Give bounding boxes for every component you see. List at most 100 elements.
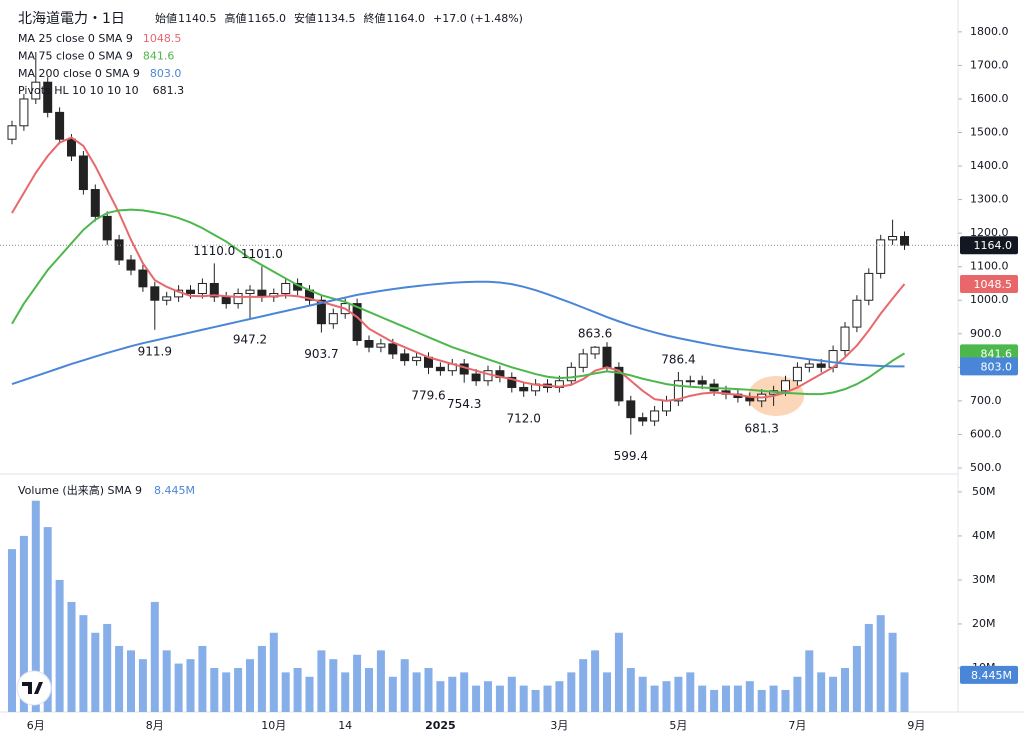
volume-bar	[531, 689, 540, 712]
candle-body	[602, 346, 612, 368]
volume-bar	[484, 681, 492, 712]
y-tick-label: 1100.0	[970, 260, 1009, 273]
volume-bar	[757, 689, 766, 712]
legend-name: MA 25 close 0 SMA 9	[18, 32, 133, 45]
candle-body	[78, 155, 88, 191]
ohlc-value: 1165.0	[248, 12, 287, 25]
candle-body	[792, 366, 802, 382]
x-tick-label: 8月	[146, 719, 164, 732]
y-tick-label: 600.0	[970, 427, 1002, 440]
volume-bar	[567, 672, 576, 712]
volume-bar	[829, 676, 838, 712]
x-tick-label: 3月	[550, 719, 568, 732]
y-tick-label: 20M	[972, 617, 996, 630]
volume-bar	[365, 667, 373, 712]
ohlc-label: 終値	[364, 11, 386, 25]
chart-title: 北海道電力・1日	[18, 11, 125, 27]
volume-bar	[43, 527, 52, 712]
volume-bar	[448, 676, 457, 712]
legend-value: 1048.5	[143, 32, 182, 45]
volume-bar	[793, 676, 802, 712]
volume-bar	[186, 659, 195, 712]
candle-body	[281, 282, 291, 295]
volume-bar	[805, 650, 814, 712]
volume-bar	[222, 672, 231, 712]
volume-bar	[55, 579, 64, 712]
candle-body	[150, 286, 160, 301]
candle-body	[31, 81, 41, 100]
logo	[16, 670, 52, 706]
y-tick-label: 30M	[972, 573, 996, 586]
candle-body	[816, 363, 826, 368]
legend-value: 803.0	[150, 67, 182, 80]
pivot-label: 863.6	[578, 326, 612, 340]
candle-body	[578, 353, 588, 368]
volume-bar	[138, 659, 147, 712]
candle-body	[102, 215, 112, 241]
volume-bar	[127, 650, 135, 712]
candle-body	[876, 239, 886, 274]
candle-body	[400, 353, 410, 362]
pivot-label: 1101.0	[241, 247, 283, 261]
volume-bar	[400, 659, 409, 712]
volume-bar	[781, 689, 790, 712]
volume-bar	[305, 676, 314, 712]
volume-bar	[495, 685, 504, 712]
candle-body	[804, 363, 814, 368]
volume-bar	[436, 681, 445, 712]
candle-body	[186, 289, 195, 295]
volume-bar	[841, 667, 849, 712]
ohlc-label: 安値	[294, 11, 316, 25]
x-tick-label: 5月	[669, 719, 687, 732]
volume-bar	[579, 659, 588, 712]
candle-body	[67, 138, 76, 157]
y-tick-label: 1700.0	[970, 58, 1009, 71]
volume-bar	[769, 685, 778, 712]
y-tick-label: 500.0	[970, 461, 1002, 474]
volume-bar	[722, 685, 730, 712]
y-tick-label: 1200.0	[970, 226, 1009, 239]
candle-body	[471, 373, 481, 382]
volume-bar	[817, 672, 826, 712]
candle-body	[7, 125, 17, 140]
volume-bar	[257, 645, 266, 712]
candle-body	[614, 366, 624, 402]
volume-bar	[555, 681, 564, 712]
candle-body	[840, 326, 850, 352]
y-tick-label: 1300.0	[970, 193, 1009, 206]
pivot-label: 779.6	[411, 389, 445, 403]
volume-bar	[519, 685, 528, 712]
volume-bar	[745, 681, 754, 712]
price-tag-label: 1164.0	[974, 239, 1013, 252]
volume-bar	[293, 667, 302, 712]
volume-bar	[864, 623, 873, 712]
ohlc-change: +17.0 (+1.48%)	[433, 12, 523, 25]
pivot-label: 681.3	[745, 422, 779, 436]
price-tag-label: 1048.5	[974, 278, 1013, 291]
legend-name: Volume (出来高) SMA 9	[18, 483, 142, 497]
legend-value: 8.445M	[154, 484, 195, 497]
ma-line	[11, 136, 906, 402]
candle-body	[435, 366, 445, 372]
volume-bar	[412, 672, 421, 712]
y-tick-label: 50M	[972, 485, 996, 498]
candle-body	[138, 269, 148, 288]
legend-name: MA 75 close 0 SMA 9	[18, 50, 133, 63]
candle-body	[233, 293, 243, 305]
x-tick-label: 2025	[425, 719, 456, 732]
volume-bar	[424, 667, 433, 712]
volume-bar	[388, 676, 397, 712]
volume-bar	[686, 672, 695, 712]
candle-body	[316, 299, 326, 325]
volume-bar	[543, 685, 552, 712]
candle-body	[162, 296, 172, 301]
candle-body	[328, 313, 338, 325]
volume-bar	[198, 645, 207, 712]
candle-body	[126, 259, 136, 271]
volume-bar	[174, 663, 183, 712]
legend-value: 681.3	[153, 84, 185, 97]
volume-tag-label: 8.445M	[971, 669, 1012, 682]
legend-name: MA 200 close 0 SMA 9	[18, 67, 140, 80]
pivot-label: 712.0	[507, 411, 541, 425]
